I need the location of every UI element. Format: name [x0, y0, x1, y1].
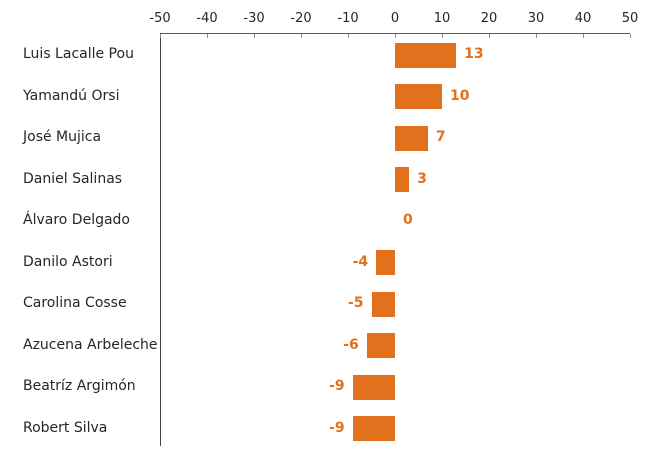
x-tick-label: 30: [527, 11, 545, 26]
bar: [376, 250, 395, 275]
bar-value-label: -4: [352, 253, 369, 270]
bar-value-label: 7: [435, 129, 446, 145]
x-tick-mark: [536, 34, 537, 38]
x-tick-label: -20: [290, 11, 312, 26]
bar-value-label: -5: [347, 295, 364, 311]
x-tick-mark: [489, 34, 490, 38]
y-axis-line: [160, 33, 161, 446]
x-tick-mark: [348, 34, 349, 38]
bar: [395, 125, 428, 151]
x-tick-label: -10: [337, 11, 359, 26]
x-tick-mark: [207, 34, 208, 38]
x-tick-mark: [630, 34, 631, 38]
bar-value-label: 0: [403, 212, 413, 228]
bar-value-label: -9: [329, 378, 345, 394]
bar-value-label: 10: [450, 87, 470, 104]
category-label: José Mujica: [23, 129, 102, 145]
bar-value-label: 3: [417, 170, 427, 187]
bar-value-label: 13: [464, 46, 484, 62]
x-tick-label: 40: [574, 11, 592, 26]
x-tick-label: 20: [480, 11, 498, 26]
x-tick-mark: [442, 34, 443, 38]
category-label: Carolina Cosse: [23, 295, 127, 311]
category-label: Robert Silva: [23, 419, 108, 436]
x-tick-mark: [254, 34, 255, 38]
x-tick-label: -30: [243, 11, 265, 26]
category-label: Yamandú Orsi: [23, 87, 120, 104]
category-label: Danilo Astori: [23, 253, 113, 270]
x-tick-mark: [301, 34, 302, 38]
x-tick-label: -40: [196, 11, 218, 26]
category-label: Álvaro Delgado: [23, 212, 130, 228]
category-label: Beatríz Argimón: [23, 378, 136, 394]
bar: [366, 333, 395, 358]
x-tick-label: 0: [390, 11, 400, 26]
x-tick-mark: [160, 34, 161, 38]
category-label: Azucena Arbeleche: [23, 336, 158, 353]
x-tick-label: 50: [621, 11, 639, 26]
bar: [371, 291, 395, 317]
bar: [395, 167, 410, 192]
x-axis-line: [160, 33, 630, 34]
x-tick-mark: [395, 34, 396, 38]
bar-value-label: -9: [329, 419, 345, 436]
bar: [395, 84, 442, 109]
bar-value-label: -6: [343, 336, 359, 353]
bar: [352, 374, 395, 400]
x-tick-mark: [583, 34, 584, 38]
category-label: Daniel Salinas: [23, 170, 123, 187]
x-tick-label: 10: [433, 11, 451, 26]
bar: [395, 42, 457, 68]
x-tick-label: -50: [149, 11, 171, 26]
bar: [352, 416, 395, 441]
category-label: Luis Lacalle Pou: [23, 46, 134, 62]
